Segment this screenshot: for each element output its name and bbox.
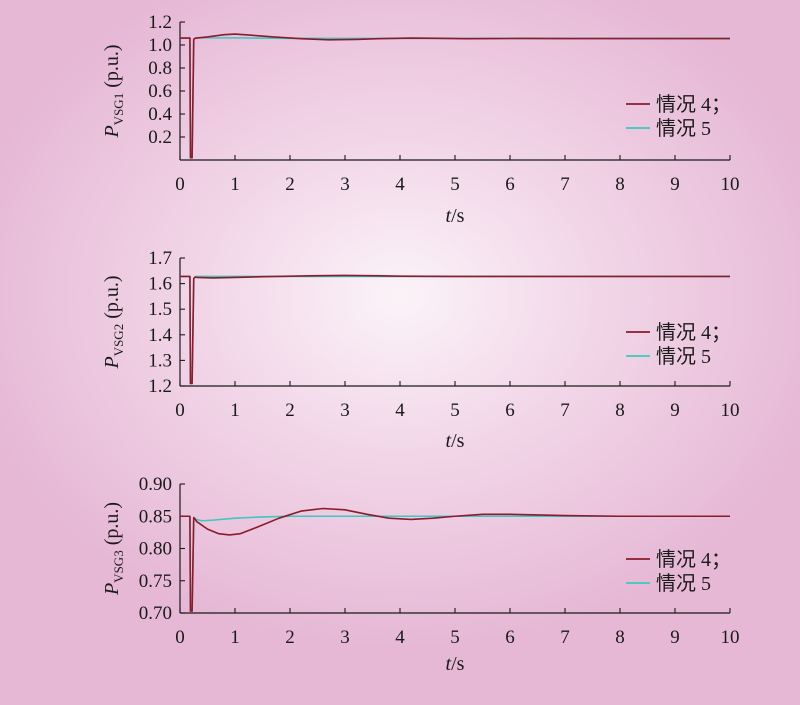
x-tick-label: 0 (175, 174, 185, 195)
y-axis-title: PVSG2 (p.u.) (101, 275, 126, 369)
x-tick-label: 9 (670, 400, 680, 421)
x-tick-label: 2 (285, 400, 295, 421)
y-axis-title: PVSG1 (p.u.) (101, 44, 126, 138)
x-tick-label: 1 (230, 174, 240, 195)
series-line-case5 (180, 275, 730, 385)
chart-panel-2: 0 1 2 3 4 5 6 7 8 9 10 1.2 1.3 1.4 1.5 1.6 1.7 情况 4；情况 5 t… (101, 248, 740, 452)
y-tick-label: 0.90 (139, 474, 172, 495)
legend-label: 情况 4； (656, 93, 731, 116)
x-tick-label: 1 (230, 400, 240, 421)
y-tick-label: 0.70 (139, 603, 172, 624)
y-tick-label: 1.6 (148, 274, 172, 295)
y-tick-label: 1.2 (148, 12, 172, 33)
legend-label: 情况 4； (656, 321, 731, 344)
series-line-case4 (180, 33, 730, 159)
x-tick-label: 6 (505, 627, 515, 648)
y-tick-label: 0.8 (148, 58, 172, 79)
x-tick-label: 5 (450, 400, 460, 421)
x-axis-title: t/s (446, 430, 465, 452)
chart-panel-3: 0 1 2 3 4 5 6 7 8 9 10 0.70 0.75 0.80 0.85 0.90 情况 4；情况 … (101, 474, 740, 675)
series-line-case5 (180, 515, 730, 612)
x-tick-label: 3 (340, 627, 350, 648)
x-tick-label: 3 (340, 174, 350, 195)
x-tick-label: 7 (560, 627, 570, 648)
series-line-case5 (180, 37, 730, 159)
x-axis-title: t/s (446, 653, 465, 675)
x-tick-label: 4 (395, 174, 405, 195)
y-axis-title: PVSG3 (p.u.) (101, 502, 126, 596)
x-tick-label: 3 (340, 400, 350, 421)
x-tick-label: 6 (505, 400, 515, 421)
y-tick-label: 0.75 (139, 571, 172, 592)
x-tick-label: 10 (721, 400, 740, 421)
y-tick-label: 0.80 (139, 539, 172, 560)
y-tick-label: 1.7 (148, 248, 172, 269)
x-tick-label: 0 (175, 400, 185, 421)
x-tick-label: 1 (230, 627, 240, 648)
x-tick-label: 5 (450, 174, 460, 195)
legend-label: 情况 5 (656, 572, 711, 595)
x-axis-title: t/s (446, 205, 465, 227)
y-tick-label: 0.6 (148, 81, 172, 102)
series-line-case4 (180, 507, 730, 612)
x-tick-label: 7 (560, 174, 570, 195)
y-tick-label: 0.4 (148, 104, 172, 125)
x-tick-label: 8 (615, 400, 625, 421)
x-tick-label: 8 (615, 174, 625, 195)
chart-panel-1: 0 1 2 3 4 5 6 7 8 9 10 0.20.40.60.81.01.2 情况 4；情况 5 t… (101, 12, 740, 227)
x-tick-label: 7 (560, 400, 570, 421)
y-tick-label: 1.4 (148, 325, 172, 346)
legend-label: 情况 5 (656, 345, 711, 368)
x-tick-label: 10 (721, 627, 740, 648)
x-tick-label: 4 (395, 400, 405, 421)
x-tick-label: 2 (285, 627, 295, 648)
legend-label: 情况 4； (656, 548, 731, 571)
x-tick-label: 2 (285, 174, 295, 195)
y-tick-label: 0.85 (139, 506, 172, 527)
x-tick-label: 9 (670, 174, 680, 195)
series-line-case4 (180, 274, 730, 385)
x-tick-label: 9 (670, 627, 680, 648)
x-tick-label: 8 (615, 627, 625, 648)
x-tick-label: 10 (721, 174, 740, 195)
y-tick-label: 1.2 (148, 376, 172, 397)
x-tick-label: 5 (450, 627, 460, 648)
x-tick-label: 4 (395, 627, 405, 648)
y-tick-label: 1.5 (148, 299, 172, 320)
legend-label: 情况 5 (656, 117, 711, 140)
y-tick-label: 1.0 (148, 35, 172, 56)
x-tick-label: 0 (175, 627, 185, 648)
y-tick-label: 0.2 (148, 127, 172, 148)
x-tick-label: 6 (505, 174, 515, 195)
y-tick-label: 1.3 (148, 350, 172, 371)
